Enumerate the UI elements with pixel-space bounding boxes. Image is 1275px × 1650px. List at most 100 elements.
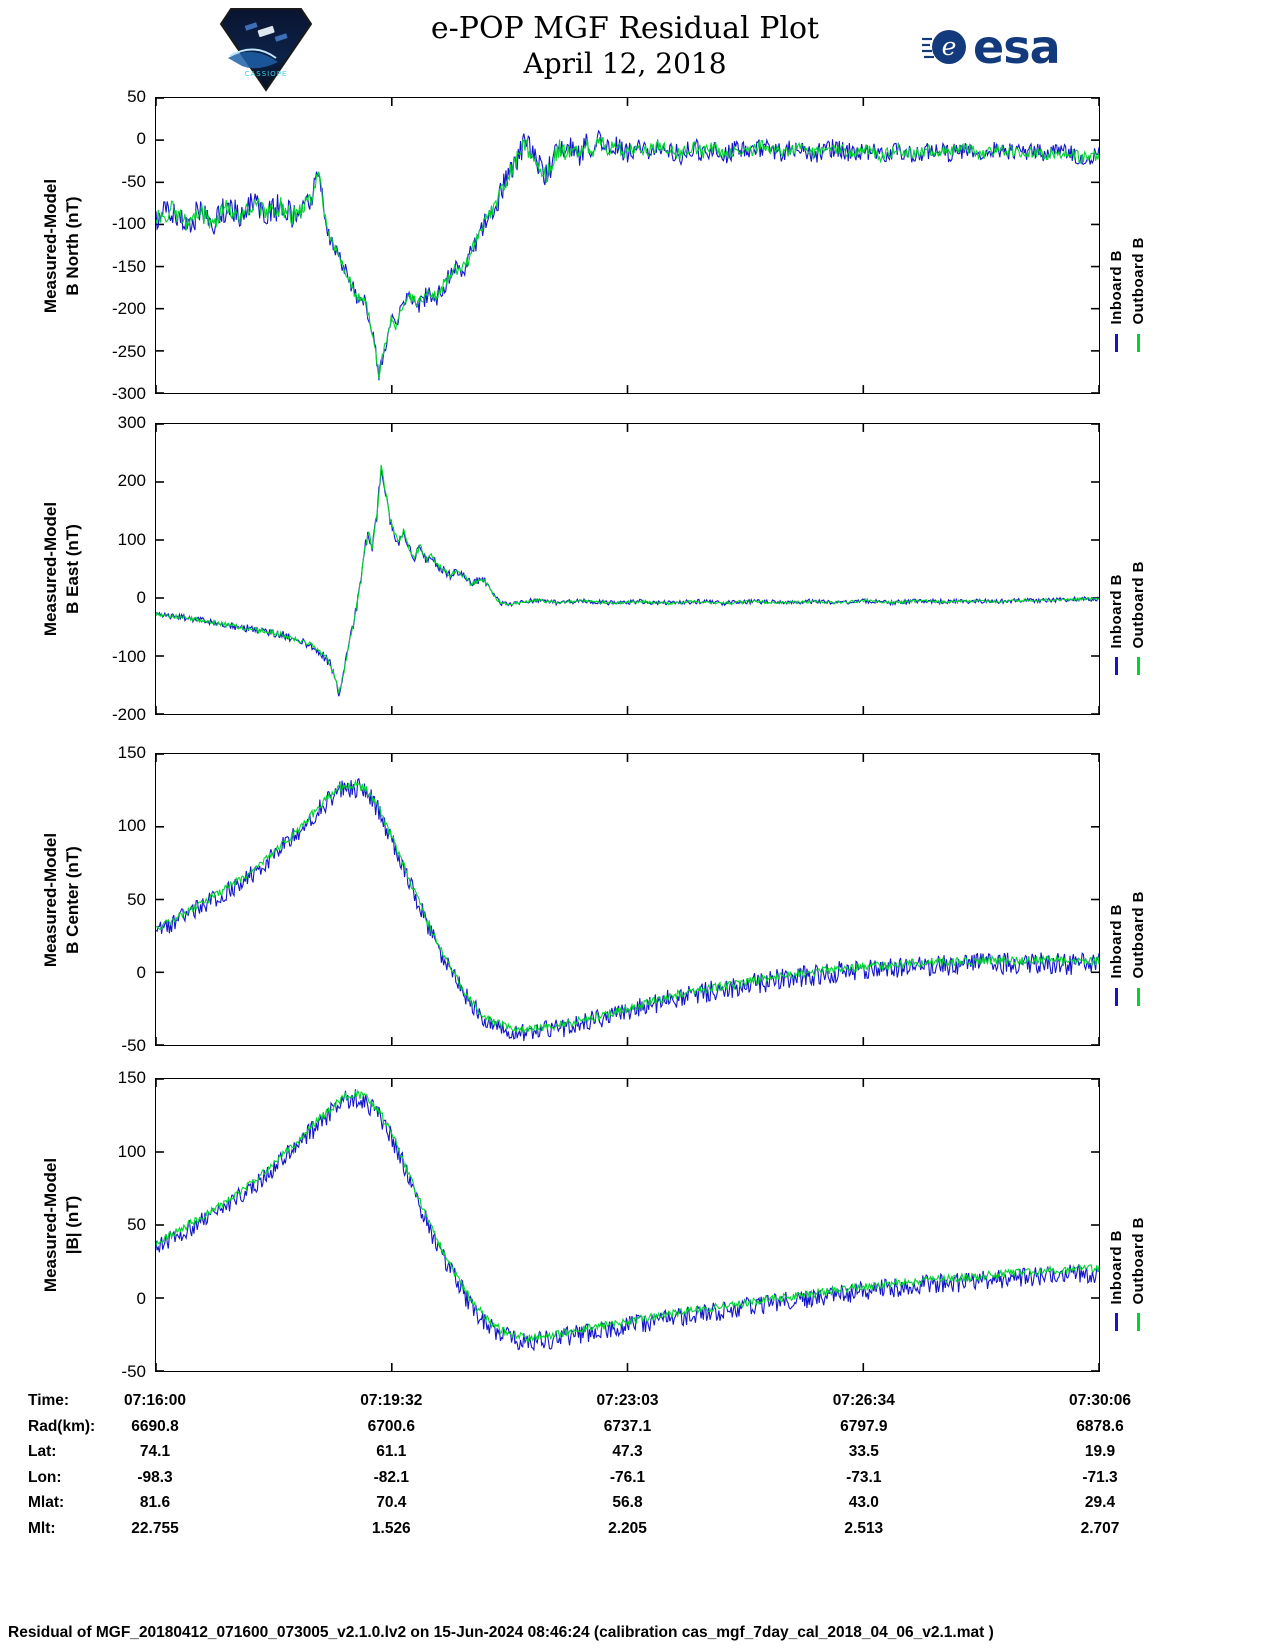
y-tick-label: 100 [117, 529, 146, 549]
patch-mission-name: CASSIOPE [245, 70, 288, 78]
table-row-label: Lon: [28, 1468, 62, 1486]
table-row: Lat: 74.1 61.1 47.3 33.5 19.9 [0, 1443, 1275, 1468]
page-title: e-POP MGF Residual Plot [430, 11, 820, 46]
plot-area [155, 753, 1100, 1046]
table-cell: 56.8 [612, 1494, 643, 1511]
y-tick-label: -100 [111, 646, 146, 666]
y-tick-label: -150 [111, 256, 146, 276]
plot-lines [156, 754, 1099, 1045]
y-axis-label: Measured-Model B East (nT) [40, 501, 82, 637]
table-cell: 81.6 [139, 1494, 171, 1511]
legend-inboard-mark [1114, 333, 1118, 352]
y-tick-label: 150 [117, 743, 146, 762]
table-row-label: Mlt: [28, 1519, 56, 1537]
table-row: Time: 07:16:00 07:19:32 07:23:03 07:26:34 07:… [0, 1392, 1275, 1417]
table-cell: 07:23:03 [596, 1392, 659, 1409]
legend-outboard-mark [1136, 1313, 1140, 1331]
y-tick-label: -250 [111, 341, 146, 361]
y-tick-label: -50 [121, 171, 146, 191]
y-tick-label: 150 [117, 1068, 146, 1087]
panel-b-magnitude: Measured-Model |B| (nT) 150 100 50 0 -50 Inb… [0, 1068, 1275, 1381]
y-axis-label: Measured-Model B Center (nT) [40, 832, 82, 967]
y-axis-label: Measured-Model |B| (nT) [40, 1157, 82, 1293]
table-row: Rad(km): 6690.8 6700.6 6737.1 6797.9 6878.6 [0, 1418, 1275, 1443]
table-cell: 70.4 [376, 1494, 407, 1511]
y-tick-label: -100 [111, 214, 146, 234]
table-cell: 07:19:32 [360, 1392, 423, 1409]
plot-lines [156, 98, 1099, 393]
y-tick-label: 0 [136, 962, 146, 982]
y-tick-label: -200 [111, 705, 146, 724]
table-cell: 07:30:06 [1068, 1392, 1132, 1409]
y-tick-label: 50 [127, 87, 146, 106]
legend-inboard-label: Inboard B [1107, 573, 1125, 649]
panel-b-center: Measured-Model B Center (nT) 150 100 50 0 -5… [0, 743, 1275, 1055]
y-tick-label: -50 [121, 1036, 146, 1055]
legend-outboard-mark [1136, 987, 1140, 1006]
table-row: Lon: -98.3 -82.1 -76.1 -73.1 -71.3 [0, 1469, 1275, 1494]
legend-outboard-mark [1136, 657, 1140, 675]
table-cell: 19.9 [1084, 1443, 1116, 1460]
legend-outboard-label: Outboard B [1129, 891, 1147, 979]
legend-inboard-label: Inboard B [1107, 250, 1125, 325]
table-row-label: Time: [28, 1392, 70, 1409]
panel-b-north: Measured-Model B North (nT) 50 0 -50 -100 -1… [0, 87, 1275, 403]
table-row: Mlt: 22.755 1.526 2.205 2.513 2.707 [0, 1520, 1275, 1545]
y-tick-label: -200 [111, 299, 146, 319]
y-tick-label: 50 [127, 889, 146, 909]
plot-lines [156, 424, 1099, 714]
y-tick-label: 100 [117, 1141, 146, 1161]
table-cell: -76.1 [609, 1468, 646, 1486]
legend-inboard-label: Inboard B [1107, 1229, 1125, 1305]
y-tick-label: -50 [121, 1362, 146, 1381]
page-date: April 12, 2018 [523, 46, 727, 80]
table-cell: 61.1 [376, 1443, 407, 1460]
svg-text:e: e [942, 32, 957, 61]
title-block: e-POP MGF Residual Plot April 12, 2018 [0, 11, 1250, 80]
table-cell: 6737.1 [603, 1417, 652, 1435]
legend-outboard-label: Outboard B [1129, 237, 1147, 325]
legend-inboard-mark [1114, 1313, 1118, 1331]
y-axis-label: Measured-Model B North (nT) [40, 178, 82, 313]
esa-emblem-icon: e [922, 30, 966, 64]
legend: Inboard B Outboard B [1106, 463, 1148, 675]
y-tick-label: 300 [117, 413, 146, 432]
y-tick-label: 100 [117, 816, 146, 836]
legend-inboard-mark [1114, 987, 1118, 1006]
y-tick-labels: 50 0 -50 -100 -150 -200 -250 -300 [84, 87, 146, 403]
table-cell: 2.205 [608, 1519, 647, 1537]
legend-outboard-label: Outboard B [1129, 1216, 1147, 1305]
table-row: Mlat: 81.6 70.4 56.8 43.0 29.4 [0, 1494, 1275, 1519]
table-cell: 29.4 [1084, 1494, 1116, 1511]
y-tick-labels: 150 100 50 0 -50 [84, 1068, 146, 1381]
table-cell: -71.3 [1082, 1468, 1118, 1486]
legend: Inboard B Outboard B [1106, 140, 1148, 352]
legend-inboard-mark [1114, 657, 1118, 675]
plot-area [155, 1078, 1100, 1372]
y-tick-labels: 150 100 50 0 -50 [84, 743, 146, 1055]
table-cell: -82.1 [373, 1468, 409, 1486]
y-tick-label: 0 [136, 1288, 146, 1308]
table-cell: 22.755 [131, 1519, 179, 1537]
y-tick-label: 0 [136, 129, 146, 149]
table-cell: 07:26:34 [832, 1392, 895, 1409]
plot-lines [156, 1079, 1099, 1371]
legend-outboard-label: Outboard B [1129, 560, 1147, 649]
table-cell: 43.0 [848, 1494, 879, 1511]
table-cell: -98.3 [137, 1468, 173, 1486]
table-row-label: Mlat: [28, 1494, 65, 1511]
table-cell: 2.707 [1080, 1519, 1120, 1537]
table-cell: 74.1 [139, 1443, 171, 1460]
y-tick-label: 50 [127, 1215, 146, 1234]
y-tick-label: 0 [136, 588, 146, 608]
table-cell: 6700.6 [367, 1417, 415, 1435]
legend: Inboard B Outboard B [1106, 794, 1148, 1006]
cassiope-mission-patch-icon: CASSIOPE [218, 6, 314, 92]
table-cell: 1.526 [371, 1519, 411, 1537]
table-row-label: Lat: [28, 1443, 57, 1460]
table-cell: 07:16:00 [123, 1392, 187, 1409]
footer-text: Residual of MGF_20180412_071600_073005_v… [8, 1624, 994, 1641]
table-row-label: Rad(km): [28, 1417, 96, 1435]
table-cell: 6797.9 [840, 1417, 888, 1435]
